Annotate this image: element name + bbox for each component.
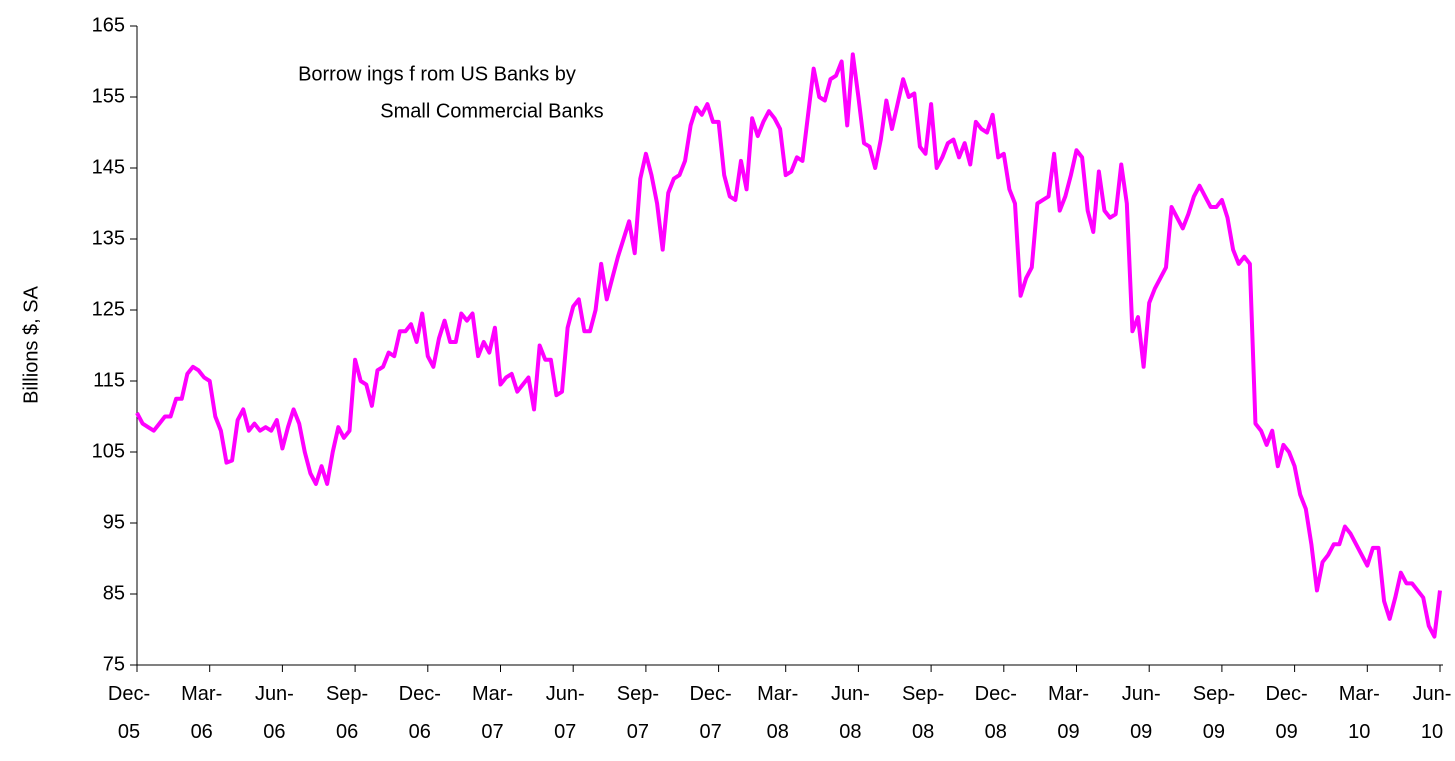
x-tick-label-line: Mar-: [757, 683, 798, 705]
x-tick-label-line: Sep-: [617, 683, 659, 705]
x-tick-label: Dec- 09: [1265, 683, 1307, 743]
y-tick-label: 105: [92, 440, 125, 462]
x-tick-label-line: 06: [409, 721, 431, 743]
y-tick-label: 155: [92, 85, 125, 107]
x-tick-label-line: 06: [263, 721, 285, 743]
y-tick-label: 95: [103, 511, 125, 533]
x-tick-label-line: Jun-: [1122, 683, 1161, 705]
x-tick-label-line: 09: [1203, 721, 1225, 743]
x-tick-label-line: Jun-: [255, 683, 294, 705]
x-tick-label-line: Mar-: [1048, 683, 1089, 705]
y-tick-label: 135: [92, 227, 125, 249]
x-tick-label: Sep- 07: [617, 683, 659, 743]
x-tick-label-line: Jun-: [831, 683, 870, 705]
x-tick-label: Dec- 06: [399, 683, 441, 743]
x-tick-label-line: 09: [1057, 721, 1079, 743]
x-tick-label-line: 07: [627, 721, 649, 743]
x-tick-label-line: 09: [1275, 721, 1297, 743]
x-tick-label-line: 08: [985, 721, 1007, 743]
x-tick-label-line: 08: [767, 721, 789, 743]
y-tick-label: 75: [103, 653, 125, 675]
x-tick-label: Dec- 05: [108, 683, 150, 743]
x-tick-label: Sep- 08: [902, 683, 944, 743]
x-tick-label: Mar- 06: [181, 683, 222, 743]
x-tick-label-line: Dec-: [975, 683, 1017, 705]
x-tick-label: Mar- 08: [757, 683, 798, 743]
y-axis-label: Billions $, SA: [20, 285, 42, 403]
y-tick-label: 165: [92, 14, 125, 36]
x-tick-label: Jun- 10: [1413, 683, 1452, 743]
x-tick-label-line: Dec-: [108, 683, 150, 705]
x-tick-label: Sep- 09: [1193, 683, 1235, 743]
x-tick-label-line: Jun-: [546, 683, 585, 705]
y-tick-label: 115: [93, 369, 125, 391]
x-tick-label-line: 06: [336, 721, 358, 743]
x-tick-label-line: Mar-: [472, 683, 513, 705]
x-tick-label-line: Dec-: [689, 683, 731, 705]
x-tick-label: Mar- 10: [1339, 683, 1380, 743]
x-tick-label: Jun- 09: [1122, 683, 1161, 743]
x-tick-label-line: 08: [839, 721, 861, 743]
x-tick-label-line: 07: [699, 721, 721, 743]
x-tick-label-line: Sep-: [902, 683, 944, 705]
x-tick-label: Dec- 07: [689, 683, 731, 743]
chart-title: Borrow ings f rom US Banks by: [298, 63, 576, 85]
x-tick-label-line: 05: [118, 721, 140, 743]
x-tick-label: Jun- 08: [831, 683, 870, 743]
x-tick-label: Dec- 08: [975, 683, 1017, 743]
x-tick-label-line: 10: [1348, 721, 1370, 743]
x-tick-label-line: Dec-: [399, 683, 441, 705]
x-tick-label-line: 09: [1130, 721, 1152, 743]
x-tick-label-line: 10: [1421, 721, 1443, 743]
x-tick-label: Mar- 07: [472, 683, 513, 743]
x-tick-label-line: Jun-: [1413, 683, 1452, 705]
x-tick-label-line: Dec-: [1265, 683, 1307, 705]
x-tick-label-line: 08: [912, 721, 934, 743]
chart-title: Small Commercial Banks: [380, 100, 603, 122]
x-tick-label-line: 07: [481, 721, 503, 743]
x-tick-label-line: 07: [554, 721, 576, 743]
y-tick-label: 145: [92, 156, 125, 178]
x-tick-label-line: Sep-: [1193, 683, 1235, 705]
data-line: [135, 52, 1442, 639]
y-tick-label: 85: [103, 582, 125, 604]
y-tick-label: 125: [92, 298, 125, 320]
x-tick-label: Sep- 06: [326, 683, 368, 743]
x-tick-label: Jun- 06: [255, 683, 294, 743]
x-tick-label-line: Sep-: [326, 683, 368, 705]
x-tick-label-line: 06: [191, 721, 213, 743]
x-tick-label: Mar- 09: [1048, 683, 1089, 743]
x-tick-label-line: Mar-: [181, 683, 222, 705]
x-tick-label-line: Mar-: [1339, 683, 1380, 705]
x-tick-label: Jun- 07: [546, 683, 585, 743]
